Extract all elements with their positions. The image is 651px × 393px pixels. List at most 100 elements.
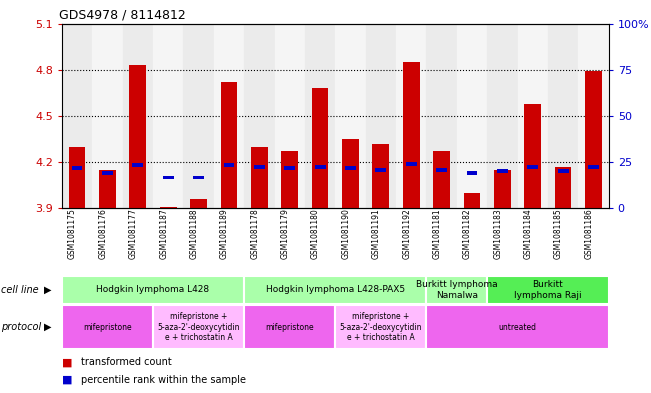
Text: Burkitt
lymphoma Raji: Burkitt lymphoma Raji: [514, 280, 582, 299]
Text: GSM1081182: GSM1081182: [463, 208, 472, 259]
Bar: [69, 147, 85, 208]
Bar: [527, 165, 538, 169]
Bar: [497, 169, 508, 173]
Bar: [190, 199, 207, 208]
Bar: [335, 275, 366, 305]
Bar: [585, 71, 602, 208]
Text: GSM1081183: GSM1081183: [493, 208, 503, 259]
Bar: [434, 151, 450, 208]
Bar: [345, 166, 356, 170]
Text: GSM1081187: GSM1081187: [159, 208, 168, 259]
Text: cell line: cell line: [1, 285, 38, 295]
Text: mifepristone: mifepristone: [83, 323, 132, 332]
Text: percentile rank within the sample: percentile rank within the sample: [81, 375, 246, 385]
Bar: [72, 166, 83, 170]
Bar: [487, 276, 609, 304]
Bar: [464, 193, 480, 208]
Bar: [153, 305, 244, 349]
Bar: [254, 165, 265, 169]
Bar: [558, 169, 568, 173]
Bar: [406, 162, 417, 165]
Bar: [99, 170, 116, 208]
Bar: [153, 275, 184, 305]
Bar: [281, 151, 298, 208]
Bar: [487, 24, 518, 208]
Bar: [366, 275, 396, 305]
Bar: [457, 275, 487, 305]
Bar: [62, 305, 153, 349]
Bar: [62, 24, 92, 208]
Bar: [193, 176, 204, 180]
Bar: [335, 24, 366, 208]
Bar: [184, 275, 214, 305]
Bar: [578, 275, 609, 305]
Text: ▶: ▶: [44, 322, 52, 332]
Bar: [244, 305, 335, 349]
Text: GDS4978 / 8114812: GDS4978 / 8114812: [59, 8, 186, 21]
Text: GSM1081188: GSM1081188: [189, 208, 199, 259]
Bar: [518, 275, 548, 305]
Text: GSM1081180: GSM1081180: [311, 208, 320, 259]
Text: GSM1081181: GSM1081181: [433, 208, 441, 259]
Bar: [122, 24, 153, 208]
Bar: [275, 24, 305, 208]
Bar: [284, 166, 295, 170]
Bar: [130, 65, 146, 208]
Text: GSM1081179: GSM1081179: [281, 208, 290, 259]
Text: GSM1081186: GSM1081186: [585, 208, 594, 259]
Bar: [312, 88, 329, 208]
Bar: [426, 275, 457, 305]
Bar: [457, 24, 487, 208]
Bar: [426, 276, 487, 304]
Bar: [396, 275, 426, 305]
Text: GSM1081178: GSM1081178: [251, 208, 259, 259]
Bar: [92, 24, 122, 208]
Text: GSM1081192: GSM1081192: [402, 208, 411, 259]
Bar: [487, 275, 518, 305]
Bar: [366, 24, 396, 208]
Bar: [588, 165, 599, 169]
Text: mifepristone +
5-aza-2'-deoxycytidin
e + trichostatin A: mifepristone + 5-aza-2'-deoxycytidin e +…: [340, 312, 422, 342]
Bar: [305, 275, 335, 305]
Bar: [426, 305, 609, 349]
Text: mifepristone: mifepristone: [266, 323, 314, 332]
Bar: [494, 170, 510, 208]
Bar: [163, 176, 174, 180]
Text: GSM1081190: GSM1081190: [342, 208, 350, 259]
Bar: [251, 147, 268, 208]
Bar: [184, 24, 214, 208]
Text: Hodgkin lymphoma L428: Hodgkin lymphoma L428: [96, 285, 210, 294]
Bar: [132, 163, 143, 167]
Bar: [275, 275, 305, 305]
Text: GSM1081185: GSM1081185: [554, 208, 563, 259]
Text: untreated: untreated: [499, 323, 536, 332]
Bar: [403, 62, 419, 208]
Bar: [335, 305, 426, 349]
Bar: [376, 168, 386, 172]
Bar: [578, 24, 609, 208]
Bar: [221, 82, 237, 208]
Bar: [314, 165, 326, 169]
Bar: [214, 275, 244, 305]
Bar: [467, 171, 477, 175]
Bar: [159, 207, 176, 208]
Bar: [342, 139, 359, 208]
Text: mifepristone +
5-aza-2'-deoxycytidin
e + trichostatin A: mifepristone + 5-aza-2'-deoxycytidin e +…: [158, 312, 240, 342]
Bar: [244, 275, 275, 305]
Text: Burkitt lymphoma
Namalwa: Burkitt lymphoma Namalwa: [416, 280, 497, 299]
Bar: [153, 24, 184, 208]
Bar: [122, 275, 153, 305]
Bar: [214, 24, 244, 208]
Bar: [555, 167, 572, 208]
Text: ■: ■: [62, 357, 72, 367]
Bar: [548, 24, 578, 208]
Text: GSM1081177: GSM1081177: [129, 208, 138, 259]
Text: GSM1081184: GSM1081184: [524, 208, 533, 259]
Text: GSM1081191: GSM1081191: [372, 208, 381, 259]
Bar: [244, 276, 426, 304]
Bar: [62, 275, 92, 305]
Text: GSM1081176: GSM1081176: [98, 208, 107, 259]
Bar: [62, 276, 244, 304]
Bar: [548, 275, 578, 305]
Text: GSM1081175: GSM1081175: [68, 208, 77, 259]
